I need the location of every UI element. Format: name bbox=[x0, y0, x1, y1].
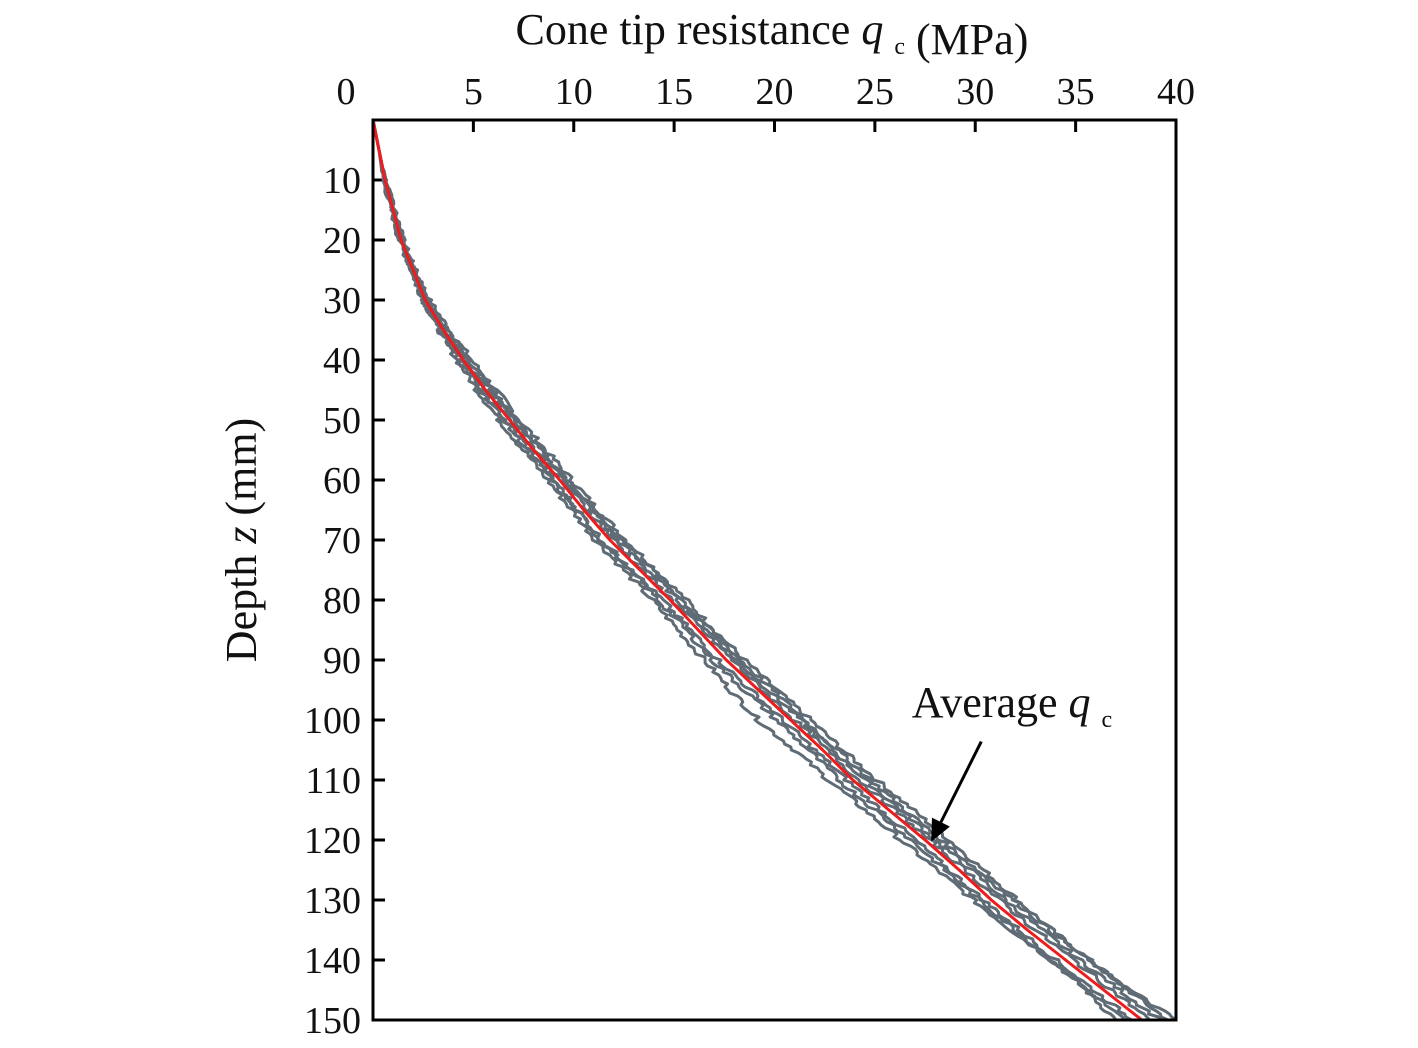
x-tick-label: 25 bbox=[856, 71, 894, 113]
x-tick-label: 20 bbox=[756, 71, 794, 113]
y-tick-label: 110 bbox=[305, 760, 361, 802]
y-axis-title-symbol: z bbox=[217, 527, 266, 545]
x-axis-title-subscript: c bbox=[894, 34, 905, 60]
y-axis-title-text: Depth bbox=[217, 555, 266, 663]
annotation-symbol: q bbox=[1069, 678, 1091, 727]
y-axis-title: Depth z (mm) bbox=[217, 418, 266, 662]
average-curve-line bbox=[371, 119, 1143, 1022]
y-tick-label: 120 bbox=[304, 820, 361, 862]
test-curve-line bbox=[371, 119, 1169, 1022]
annotation-label: Average q c bbox=[912, 678, 1112, 733]
y-tick-label: 90 bbox=[323, 640, 361, 682]
annotation-arrow-head bbox=[931, 817, 950, 842]
y-axis-title-unit: (mm) bbox=[217, 418, 266, 516]
x-axis-title-symbol: q bbox=[861, 5, 883, 54]
y-tick-label: 140 bbox=[304, 940, 361, 982]
plot-frame bbox=[371, 118, 1178, 1022]
annotation-text: Average bbox=[912, 678, 1058, 727]
y-axis-ticks: 10 20 30 40 50 60 70 80 90 100 110 120 130 140 150 bbox=[304, 160, 385, 1042]
x-tick-label: 40 bbox=[1157, 71, 1195, 113]
annotation-arrow-line bbox=[939, 740, 983, 823]
average-annotation: Average q c bbox=[912, 678, 1112, 842]
x-axis-title-text: Cone tip resistance bbox=[516, 5, 851, 54]
x-tick-label: 0 bbox=[337, 71, 356, 113]
x-axis-title-unit: (MPa) bbox=[916, 15, 1028, 64]
y-tick-label: 40 bbox=[323, 340, 361, 382]
x-tick-label: 5 bbox=[464, 71, 483, 113]
x-tick-label: 30 bbox=[956, 71, 994, 113]
y-tick-label: 150 bbox=[304, 1000, 361, 1042]
x-axis-title: Cone tip resistance q c (MPa) bbox=[516, 5, 1029, 64]
x-tick-label: 35 bbox=[1057, 71, 1095, 113]
x-tick-label: 10 bbox=[555, 71, 593, 113]
y-tick-label: 20 bbox=[323, 220, 361, 262]
annotation-subscript: c bbox=[1102, 707, 1113, 733]
test-curve-line bbox=[371, 119, 1177, 1022]
y-tick-label: 50 bbox=[323, 400, 361, 442]
test-curve-line bbox=[371, 119, 1118, 1021]
test-curve-line bbox=[371, 119, 1126, 1021]
y-tick-label: 30 bbox=[323, 280, 361, 322]
y-tick-label: 130 bbox=[304, 880, 361, 922]
x-axis-ticks: 0 5 10 15 20 25 30 35 40 bbox=[337, 71, 1195, 132]
y-tick-label: 70 bbox=[323, 520, 361, 562]
y-tick-label: 80 bbox=[323, 580, 361, 622]
y-tick-label: 100 bbox=[304, 700, 361, 742]
test-curve-line bbox=[371, 119, 1133, 1022]
test-curve-line bbox=[371, 119, 1151, 1022]
x-tick-label: 15 bbox=[655, 71, 693, 113]
y-tick-label: 60 bbox=[323, 460, 361, 502]
series-layer bbox=[371, 119, 1177, 1022]
test-curve-line bbox=[371, 119, 1162, 1021]
y-tick-label: 10 bbox=[323, 160, 361, 202]
